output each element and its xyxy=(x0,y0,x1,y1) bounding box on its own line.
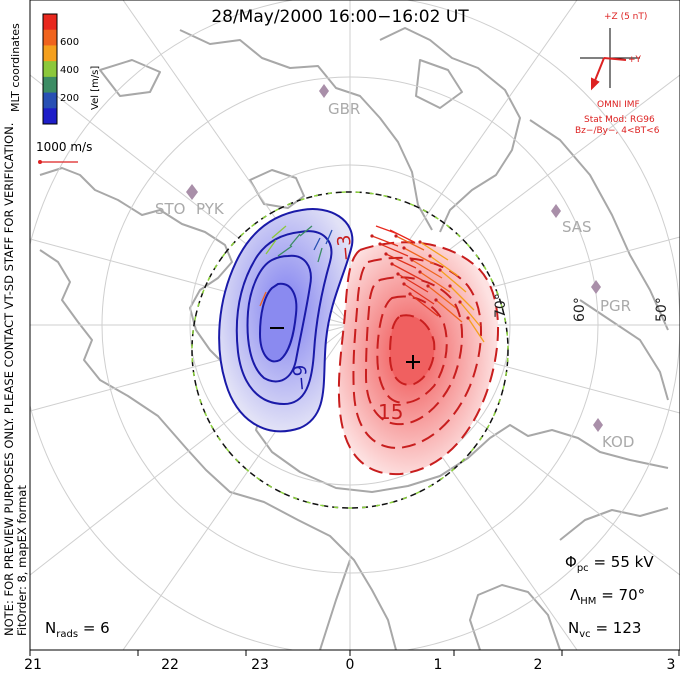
preview-note: NOTE: FOR PREVIEW PURPOSES ONLY. PLEASE … xyxy=(2,122,16,636)
colorbar-tick-600: 600 xyxy=(60,37,80,48)
nrads-value: = 6 xyxy=(82,619,110,637)
site-label-gbr: GBR xyxy=(328,100,361,118)
positive-cell-marker xyxy=(406,355,420,369)
latitude-label-50: 50° xyxy=(654,297,670,322)
nvc-value: = 123 xyxy=(595,619,642,637)
nvc-subscript: vc xyxy=(579,629,591,640)
cross-polar-potential: Φpc = 55 kV xyxy=(565,553,654,574)
colorbar-frame xyxy=(42,13,58,125)
colorbar-tick-200: 200 xyxy=(60,93,80,104)
lambda-value: = 70° xyxy=(601,586,646,604)
site-label-kod: KOD xyxy=(602,433,635,451)
phi-value: = 55 kV xyxy=(593,553,654,571)
colorbar-segment xyxy=(43,108,57,125)
hm-boundary xyxy=(191,191,509,509)
colorbar-segment xyxy=(43,45,57,62)
imf-z-label: +Z (5 nT) xyxy=(604,12,648,22)
site-label-sto: STO xyxy=(155,200,186,218)
coordinates-label: MLT coordinates xyxy=(9,23,22,112)
nvc-symbol: N xyxy=(568,619,580,637)
positive-cell xyxy=(337,241,499,476)
vector-count: Nvc = 123 xyxy=(568,619,641,640)
mlt-tick-1: 1 xyxy=(433,657,443,673)
colorbar-label: Vel [m/s] xyxy=(90,65,101,110)
velocity-colorbar xyxy=(42,13,58,125)
colorbar-segment xyxy=(43,14,57,31)
mlt-tick-2: 2 xyxy=(533,657,543,673)
scale-vector-label: 1000 m/s xyxy=(36,140,93,154)
latitude-label-70: 70° xyxy=(493,293,509,318)
contour-label-15: 15 xyxy=(378,400,404,424)
mlt-axis-ticks xyxy=(29,650,680,656)
lambda-subscript: HM xyxy=(580,596,597,607)
velocity-vectors xyxy=(259,225,485,343)
lambda-symbol: Λ xyxy=(570,586,581,604)
latitude-label-60: 60° xyxy=(572,297,588,322)
imf-vector xyxy=(591,57,627,91)
imf-y-label: +Y xyxy=(628,55,642,65)
contour-label-neg9: −9 xyxy=(289,363,313,392)
colorbar-segment xyxy=(43,61,57,78)
hm-boundary-latitude: ΛHM = 70° xyxy=(570,586,645,607)
contour-label-neg3: −3 xyxy=(333,233,357,262)
mlt-tick-21: 21 xyxy=(24,657,42,673)
colorbar-segment xyxy=(43,76,57,94)
fit-order-note: FitOrder: 8, mapEX format xyxy=(15,485,29,636)
site-markers xyxy=(186,84,603,432)
imf-model-line1: Stat Mod: RG96 xyxy=(584,115,655,125)
mlt-tick-3: 3 xyxy=(666,657,676,673)
nrads-symbol: N xyxy=(45,619,57,637)
mlt-tick-0: 0 xyxy=(345,657,355,673)
phi-subscript: pc xyxy=(576,563,589,574)
site-label-sas: SAS xyxy=(562,218,592,236)
vector-dots xyxy=(370,234,470,320)
colorbar-tick-400: 400 xyxy=(60,65,80,76)
site-label-pgr: PGR xyxy=(600,297,632,315)
colorbar-segment xyxy=(43,92,57,109)
imf-model-line2: Bz−/By−, 4<BT<6 xyxy=(575,126,660,136)
negative-cell xyxy=(218,208,354,433)
scale-vector xyxy=(38,160,78,164)
imf-source: OMNI IMF xyxy=(597,100,640,110)
map-title: 28/May/2000 16:00−16:02 UT xyxy=(211,7,469,27)
radar-count: Nrads = 6 xyxy=(45,619,110,640)
site-label-pyk: PYK xyxy=(196,200,224,218)
mlt-tick-22: 22 xyxy=(161,657,179,673)
colorbar-segment xyxy=(43,29,57,46)
mlt-tick-23: 23 xyxy=(251,657,269,673)
nrads-subscript: rads xyxy=(56,629,79,640)
phi-symbol: Φ xyxy=(565,553,577,571)
